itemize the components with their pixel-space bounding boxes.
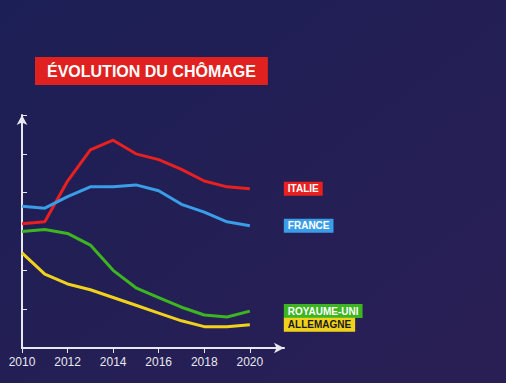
svg-text:FRANCE: FRANCE <box>288 220 330 231</box>
svg-text:2020: 2020 <box>236 355 263 369</box>
svg-text:ITALIE: ITALIE <box>288 183 319 194</box>
svg-text:2010: 2010 <box>9 355 36 369</box>
svg-text:2016: 2016 <box>145 355 172 369</box>
svg-text:ÉVOLUTION DU CHÔMAGE: ÉVOLUTION DU CHÔMAGE <box>47 62 256 80</box>
svg-text:2012: 2012 <box>54 355 81 369</box>
svg-text:2018: 2018 <box>191 355 218 369</box>
svg-text:ALLEMAGNE: ALLEMAGNE <box>288 319 352 330</box>
svg-text:2014: 2014 <box>100 355 127 369</box>
svg-text:ROYAUME-UNI: ROYAUME-UNI <box>288 306 359 317</box>
